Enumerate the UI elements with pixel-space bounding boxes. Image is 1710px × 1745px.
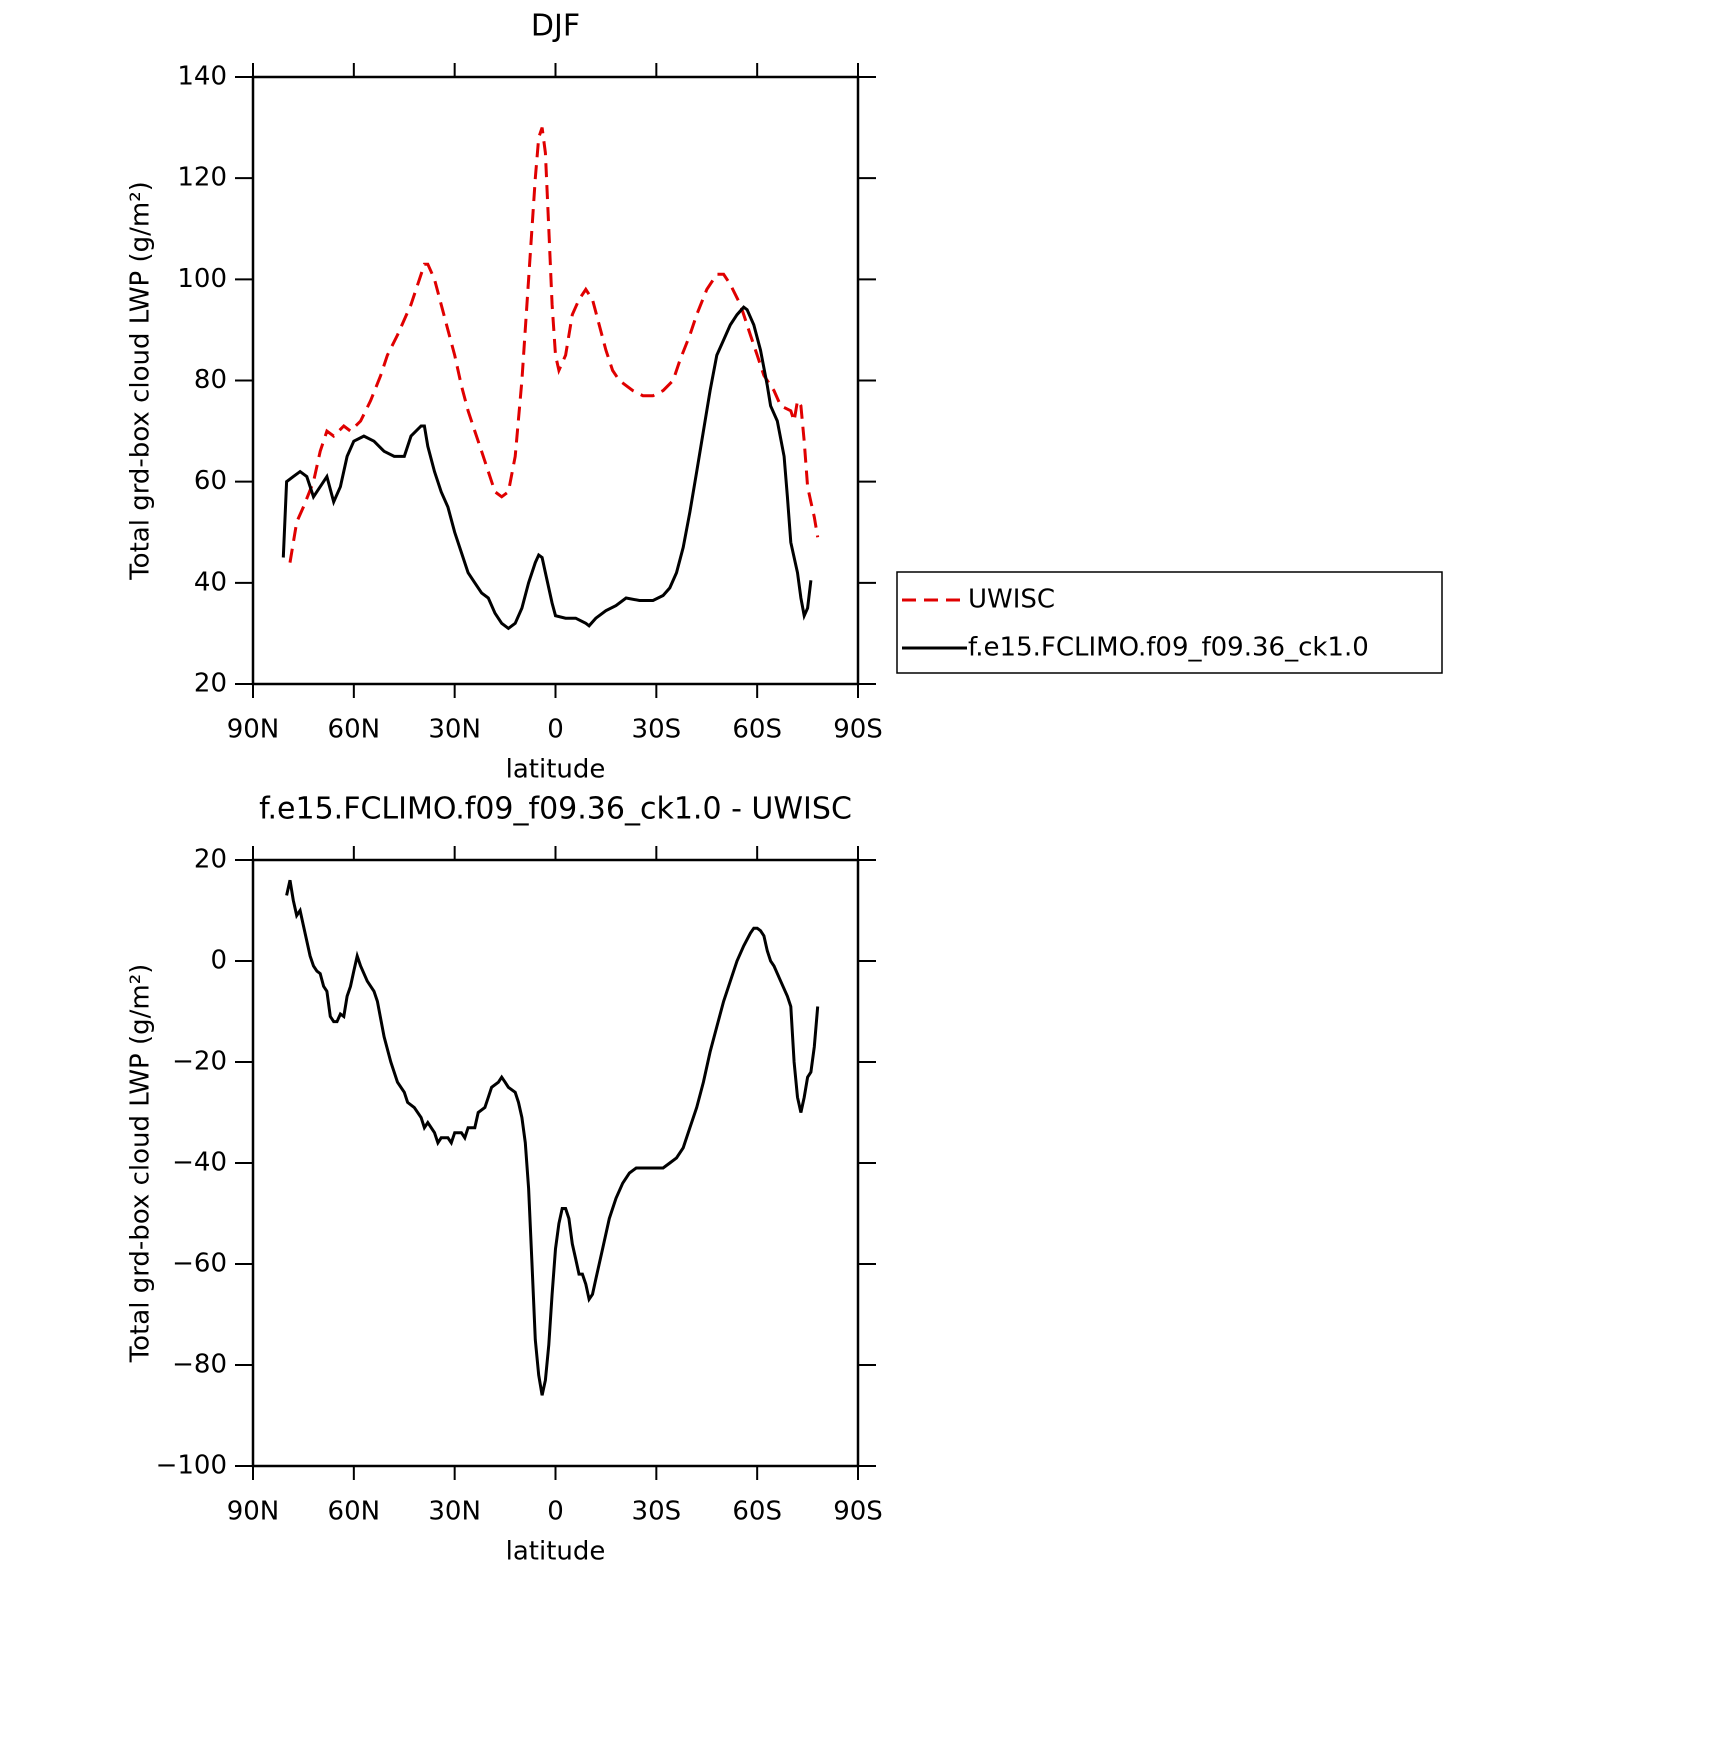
x-tick-label: 90N [227, 715, 280, 745]
x-tick-label: 30S [632, 715, 682, 745]
data-line [288, 127, 820, 563]
x-tick-label: 0 [547, 715, 564, 745]
y-tick-label: −80 [172, 1350, 227, 1380]
x-tick-label: 60N [328, 715, 381, 745]
y-tick-label: −40 [172, 1148, 227, 1178]
y-axis-label: Total grd-box cloud LWP (g/m²) [126, 181, 156, 581]
legend-label: f.e15.FCLIMO.f09_f09.36_ck1.0 [968, 633, 1369, 663]
data-line [281, 305, 813, 631]
y-tick-label: 60 [194, 466, 227, 496]
x-tick-label: 30N [428, 715, 481, 745]
x-axis-label: latitude [506, 755, 606, 785]
x-tick-label: 30N [428, 1497, 481, 1527]
y-tick-label: 40 [194, 567, 227, 597]
x-tick-label: 0 [547, 1497, 564, 1527]
legend-box [896, 571, 1443, 674]
y-tick-label: 120 [177, 163, 227, 193]
y-tick-label: 20 [194, 845, 227, 875]
y-tick-label: −20 [172, 1047, 227, 1077]
y-tick-label: −100 [156, 1451, 227, 1481]
y-axis-label: Total grd-box cloud LWP (g/m²) [126, 964, 156, 1364]
x-tick-label: 60S [732, 715, 782, 745]
y-tick-label: 100 [177, 264, 227, 294]
x-axis-label: latitude [506, 1537, 606, 1567]
data-line [285, 879, 820, 1396]
x-tick-label: 30S [632, 1497, 682, 1527]
chart-title: DJF [531, 9, 580, 44]
x-tick-label: 90N [227, 1497, 280, 1527]
x-tick-label: 90S [833, 715, 883, 745]
legend-label: UWISC [968, 585, 1055, 615]
y-tick-label: 140 [177, 62, 227, 92]
x-tick-label: 60N [328, 1497, 381, 1527]
y-tick-label: 20 [194, 669, 227, 699]
y-tick-label: −60 [172, 1249, 227, 1279]
y-tick-label: 80 [194, 365, 227, 395]
chart-title: f.e15.FCLIMO.f09_f09.36_ck1.0 - UWISC [259, 792, 852, 827]
x-tick-label: 90S [833, 1497, 883, 1527]
y-tick-label: 0 [210, 946, 227, 976]
x-tick-label: 60S [732, 1497, 782, 1527]
